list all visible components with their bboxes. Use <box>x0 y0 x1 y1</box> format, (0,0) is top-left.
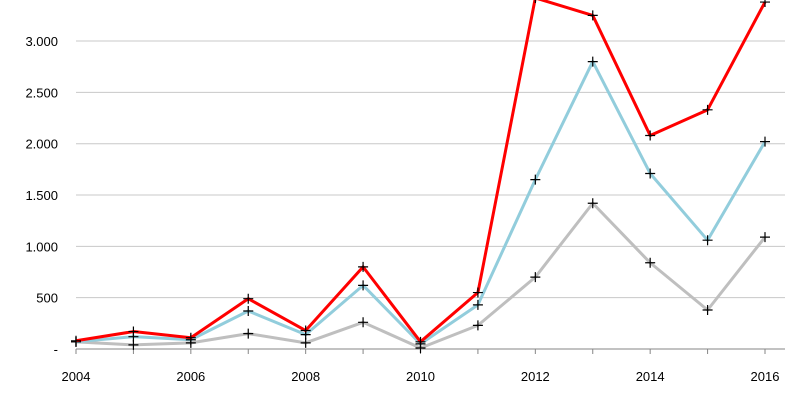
data-point-marker <box>587 10 598 21</box>
data-point-marker <box>128 326 139 337</box>
x-tick-label: 2004 <box>62 369 91 384</box>
data-point-marker <box>472 299 483 310</box>
y-tick-labels: - 500 1.000 1.500 2.000 2.500 3.000 <box>25 34 58 357</box>
series-line <box>75 60 767 346</box>
y-tick-label: 2.000 <box>25 137 58 152</box>
y-tick-label: 3.000 <box>25 34 58 49</box>
data-point-marker <box>702 304 713 315</box>
x-tick-label: 2008 <box>291 369 320 384</box>
data-point-marker <box>472 287 483 298</box>
y-tick-label: - <box>54 342 58 357</box>
gridlines <box>76 40 785 299</box>
y-tick-label: 1.000 <box>25 239 58 254</box>
x-tick-label: 2016 <box>751 369 780 384</box>
x-tick-label: 2006 <box>176 369 205 384</box>
y-tick-label: 1.500 <box>25 188 58 203</box>
data-point-marker <box>530 174 541 185</box>
data-point-marker <box>702 104 713 115</box>
series-group <box>71 0 770 353</box>
y-tick-label: 500 <box>36 291 58 306</box>
series-line <box>75 0 767 344</box>
x-tick-label: 2014 <box>636 369 665 384</box>
data-point-marker <box>185 332 196 343</box>
axes <box>75 348 785 354</box>
data-point-marker <box>415 336 426 347</box>
data-point-marker <box>358 280 369 291</box>
data-point-marker <box>760 0 770 8</box>
data-point-marker <box>645 257 656 268</box>
data-point-marker <box>472 320 483 331</box>
series-3 <box>71 198 770 353</box>
x-tick-labels: 2004 2006 2008 2010 2012 2014 2016 <box>62 369 780 384</box>
series-2 <box>71 56 770 349</box>
data-point-marker <box>760 136 770 147</box>
data-point-marker <box>243 306 254 317</box>
series-1 <box>71 0 770 347</box>
data-point-marker <box>300 325 311 336</box>
data-point-marker <box>243 293 254 304</box>
data-point-marker <box>587 56 598 67</box>
y-tick-label: 2.500 <box>25 85 58 100</box>
data-point-marker <box>587 198 598 209</box>
data-point-marker <box>702 235 713 246</box>
data-point-marker <box>530 272 541 283</box>
data-point-marker <box>71 335 81 346</box>
data-point-marker <box>534 0 536 3</box>
data-point-marker <box>358 317 369 328</box>
data-point-marker <box>645 168 656 179</box>
series-line <box>75 201 767 350</box>
data-point-marker <box>358 261 369 272</box>
x-tick-label: 2010 <box>406 369 435 384</box>
x-tick-label: 2012 <box>521 369 550 384</box>
data-point-marker <box>645 130 656 141</box>
data-point-marker <box>760 232 770 243</box>
data-point-marker <box>243 328 254 339</box>
